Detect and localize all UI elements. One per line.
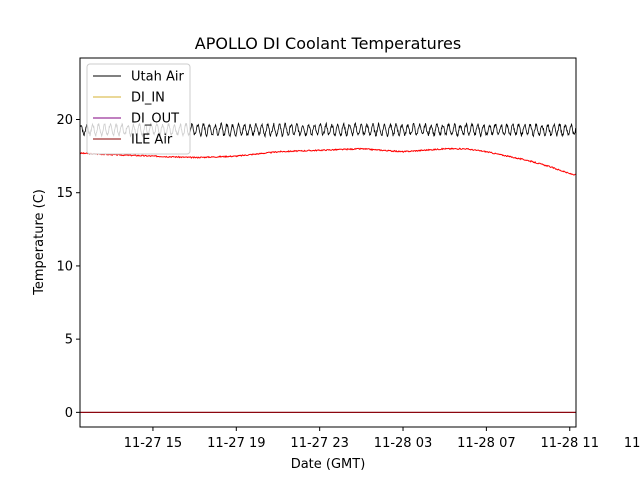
series-line-unlabeled: [80, 147, 576, 176]
y-tick-label: 5: [65, 333, 73, 348]
x-tick-label: 11-27 15: [124, 436, 182, 451]
legend: Utah Air DI_IN DI_OUT ILE Air: [86, 63, 191, 155]
x-tick-label: 11-27 19: [207, 436, 265, 451]
chart-title: APOLLO DI Coolant Temperatures: [195, 34, 461, 53]
x-axis: 11-27 15 11-27 19 11-27 23 11-28 03 11-28 07…: [124, 427, 640, 451]
series-layer: [80, 121, 576, 413]
y-axis-label: Temperature (C): [32, 189, 47, 296]
y-tick-label: 10: [56, 259, 73, 274]
y-axis: 0 5 10 15 20: [56, 113, 80, 421]
x-axis-label: Date (GMT): [291, 457, 366, 472]
legend-label-di-out: DI_OUT: [131, 112, 179, 127]
y-tick-label: 15: [56, 186, 73, 201]
legend-box: [86, 63, 191, 155]
x-tick-label: 11-28 07: [457, 436, 515, 451]
legend-label-utah-air: Utah Air: [131, 70, 184, 85]
legend-label-ile-air: ILE Air: [131, 133, 173, 148]
legend-label-di-in: DI_IN: [131, 91, 165, 106]
y-tick-label: 0: [65, 406, 73, 421]
y-tick-label: 20: [56, 113, 73, 128]
x-tick-label: 11-28 11: [541, 436, 599, 451]
x-tick-label: 11-28 15: [624, 436, 640, 451]
x-tick-label: 11-27 23: [290, 436, 348, 451]
x-tick-label: 11-28 03: [374, 436, 432, 451]
plot-frame: [79, 57, 577, 428]
